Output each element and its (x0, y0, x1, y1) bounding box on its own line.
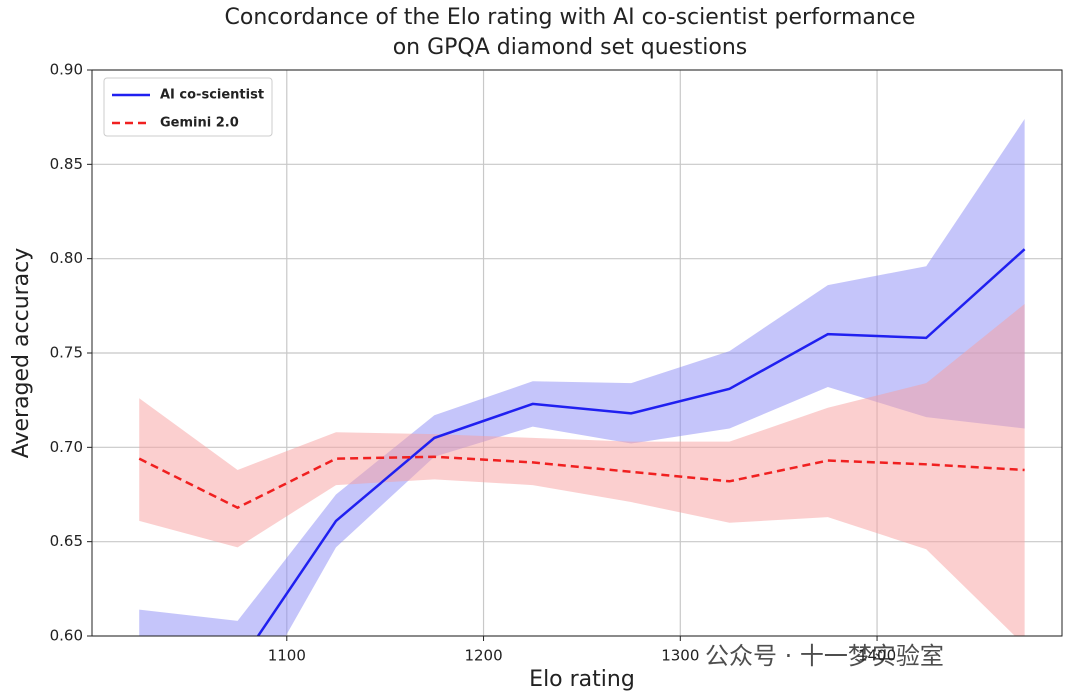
y-tick-label: 0.65 (50, 532, 83, 550)
plot-area (138, 119, 1026, 636)
y-tick-label: 0.75 (50, 344, 83, 362)
y-tick-label: 0.70 (50, 438, 83, 456)
chart-title: Concordance of the Elo rating with AI co… (225, 5, 916, 30)
chart-title: on GPQA diamond set questions (393, 35, 748, 60)
legend-label: Gemini 2.0 (160, 116, 239, 131)
x-tick-label: 1400 (858, 647, 896, 665)
legend-label: AI co-scientist (160, 88, 264, 103)
plot-frame (91, 69, 1063, 637)
confidence-band (139, 303, 1025, 636)
x-tick-label: 1200 (464, 647, 502, 665)
y-tick-label: 0.90 (50, 61, 83, 79)
x-tick-label: 1300 (661, 647, 699, 665)
series-line (256, 248, 1026, 636)
x-tick-label: 1100 (268, 647, 306, 665)
watermark: 公众号 · 十一梦实验室 (705, 642, 944, 670)
y-tick-label: 0.60 (50, 627, 83, 645)
legend-box (103, 77, 273, 137)
x-axis-label: Elo rating (529, 667, 635, 692)
y-tick-label: 0.85 (50, 155, 83, 173)
y-axis-label: Averaged accuracy (9, 248, 34, 459)
confidence-band (139, 119, 1025, 636)
y-tick-label: 0.80 (50, 249, 83, 267)
